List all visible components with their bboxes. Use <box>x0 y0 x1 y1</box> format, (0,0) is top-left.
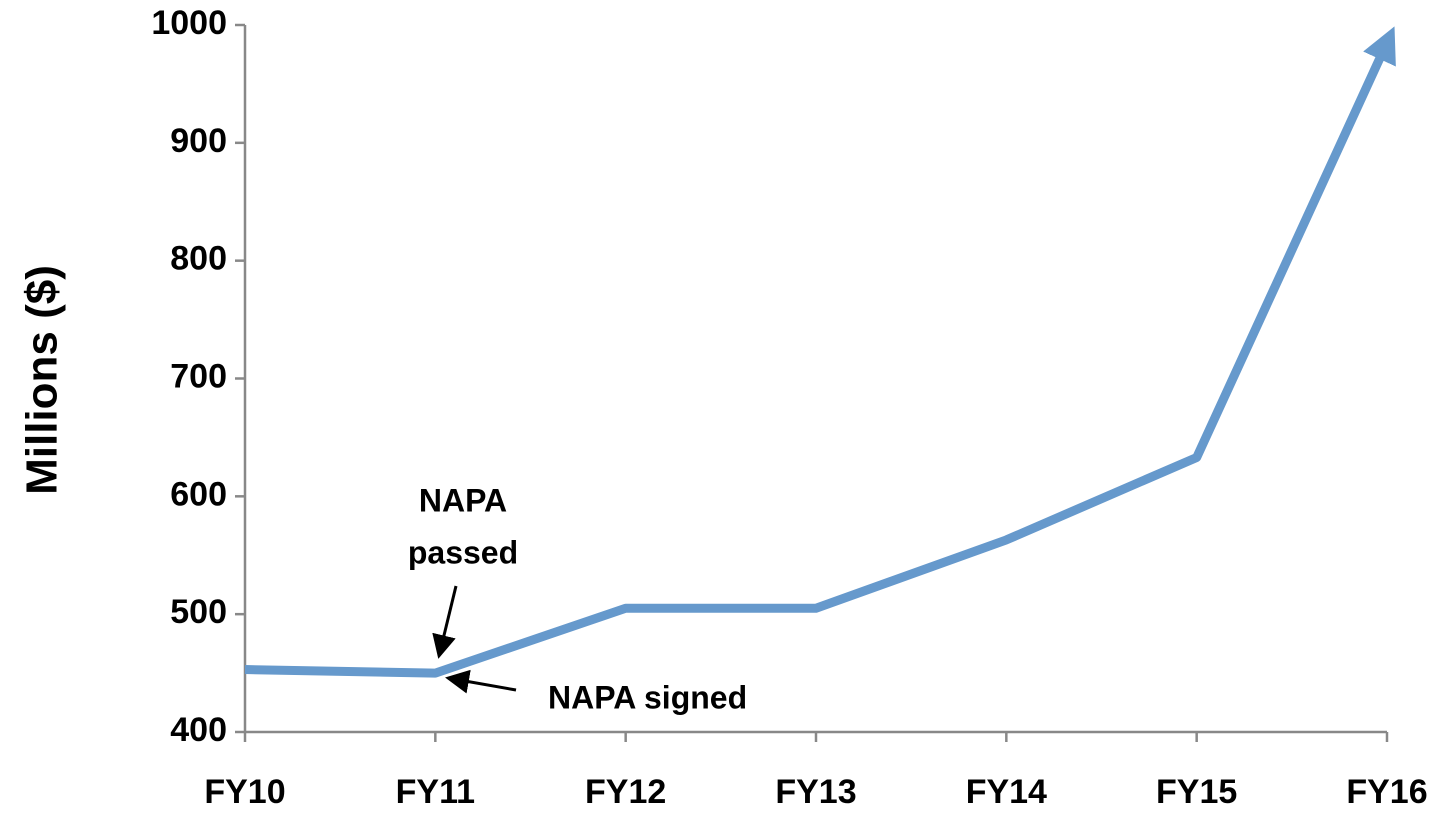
annotation-arrow <box>445 669 517 694</box>
annotation: passed <box>408 534 518 570</box>
x-tick-label: FY10 <box>204 773 285 811</box>
y-tick-label: 400 <box>170 711 227 749</box>
y-tick-label: 900 <box>170 122 227 160</box>
x-tick-label: FY11 <box>396 773 475 811</box>
annotation: NAPA signed <box>548 679 747 715</box>
x-tick-label: FY13 <box>775 773 856 811</box>
x-tick-label: FY14 <box>966 773 1047 811</box>
y-tick-label: 600 <box>170 475 227 513</box>
x-tick-label: FY15 <box>1156 773 1237 811</box>
x-tick-label: FY12 <box>585 773 666 811</box>
annotation-arrow <box>432 585 458 659</box>
y-tick-label: 1000 <box>151 4 227 42</box>
annotation: NAPA <box>419 482 507 518</box>
y-axis-label: Millions ($) <box>18 265 67 495</box>
y-tick-label: 500 <box>170 593 227 631</box>
x-tick-label: FY16 <box>1346 773 1427 811</box>
data-line <box>244 26 1396 678</box>
y-tick-label: 700 <box>170 357 227 395</box>
y-tick-label: 800 <box>170 240 227 278</box>
